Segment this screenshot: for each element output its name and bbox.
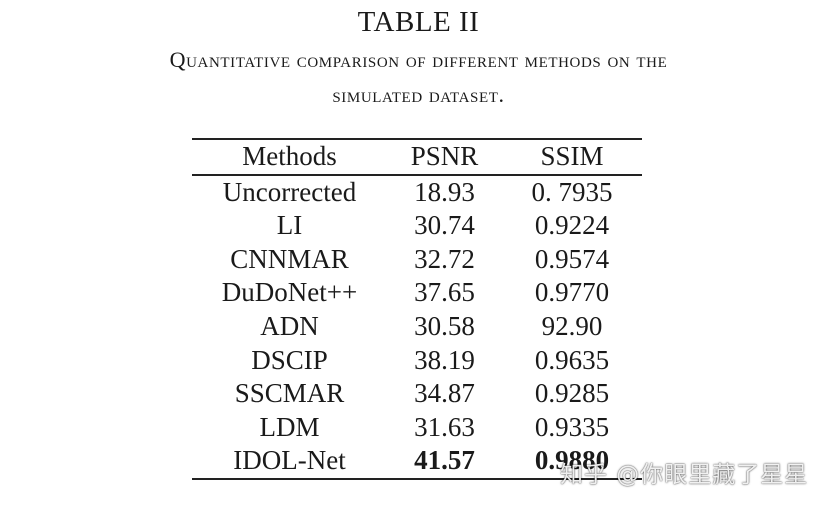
psnr-cell: 31.63 <box>414 411 475 442</box>
ssim-cell: 0. 7935 <box>531 176 613 207</box>
column-header-psnr: PSNR <box>387 139 502 176</box>
method-cell: LDM <box>259 411 320 442</box>
table-row: DSCIP 38.19 0.9635 <box>192 344 642 378</box>
method-cell: DSCIP <box>251 344 328 375</box>
method-cell: Uncorrected <box>222 176 357 207</box>
ssim-cell-best: 0.9880 <box>502 444 642 480</box>
table-row: ADN 30.58 92.90 <box>192 310 642 344</box>
psnr-cell: 18.93 <box>414 176 475 207</box>
zhihu-watermark: 知乎 @你眼里藏了星星 <box>560 462 809 488</box>
table-row: Uncorrected 18.93 0. 7935 <box>192 175 642 210</box>
psnr-cell: 34.87 <box>414 378 475 409</box>
column-header-methods: Methods <box>192 139 387 176</box>
table-row: LDM 31.63 0.9335 <box>192 411 642 445</box>
method-cell: ADN <box>260 310 319 341</box>
psnr-cell: 30.74 <box>414 210 475 241</box>
method-cell: SSCMAR <box>234 378 345 409</box>
method-cell: IDOL-Net <box>192 444 387 480</box>
table-header-row: Methods PSNR SSIM <box>192 139 642 176</box>
ssim-cell: 92.90 <box>541 310 603 341</box>
table-caption: Quantitative comparison of different met… <box>0 42 837 112</box>
psnr-cell: 30.58 <box>414 310 475 341</box>
table-row: SSCMAR 34.87 0.9285 <box>192 377 642 411</box>
ssim-cell: 0.9635 <box>534 344 610 375</box>
table-row: CNNMAR 32.72 0.9574 <box>192 243 642 277</box>
psnr-cell-best: 41.57 <box>387 444 502 480</box>
caption-line-2: simulated dataset. <box>332 82 505 107</box>
ssim-cell: 0.9770 <box>534 277 610 308</box>
psnr-cell: 32.72 <box>414 243 475 274</box>
table-row-best: IDOL-Net 41.57 0.9880 <box>192 444 642 480</box>
table-row: LI 30.74 0.9224 <box>192 209 642 243</box>
method-cell: CNNMAR <box>230 243 349 274</box>
psnr-cell: 38.19 <box>414 344 475 375</box>
ssim-cell: 0.9574 <box>534 243 610 274</box>
method-cell: LI <box>276 210 303 241</box>
results-table: Methods PSNR SSIM Uncorrected 18.93 0. 7… <box>192 138 642 480</box>
table-row: DuDoNet++ 37.65 0.9770 <box>192 276 642 310</box>
ssim-cell: 0.9335 <box>534 411 610 442</box>
method-cell: DuDoNet++ <box>221 277 358 308</box>
ssim-cell: 0.9285 <box>534 378 610 409</box>
column-header-ssim: SSIM <box>502 139 642 176</box>
caption-line-1: Quantitative comparison of different met… <box>169 47 668 72</box>
ssim-cell: 0.9224 <box>534 210 610 241</box>
psnr-cell: 37.65 <box>414 277 475 308</box>
table-number: TABLE II <box>357 6 480 38</box>
